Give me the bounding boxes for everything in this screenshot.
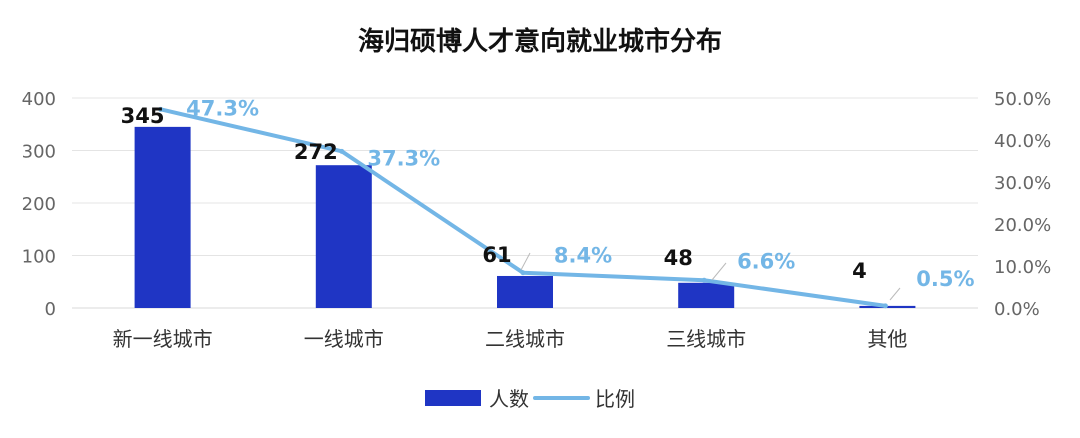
bar-value-label: 272 <box>294 140 338 164</box>
line-point <box>701 277 707 283</box>
line-point <box>520 270 526 276</box>
chart-title: 海归硕博人才意向就业城市分布 <box>358 26 722 57</box>
label-leader-line <box>711 262 727 281</box>
left-y-tick-label: 100 <box>22 247 56 268</box>
bar <box>134 126 191 308</box>
legend: 人数 比例 <box>425 387 635 411</box>
right-y-tick-label: 10.0% <box>994 257 1051 278</box>
right-y-tick-label: 40.0% <box>994 131 1051 152</box>
legend-label-line: 比例 <box>595 387 635 411</box>
line-value-label: 47.3% <box>186 96 259 120</box>
line-value-label: 6.6% <box>737 249 795 273</box>
bar-value-label: 345 <box>121 104 165 128</box>
legend-swatch-bar <box>425 390 481 406</box>
x-tick-label: 新一线城市 <box>113 327 213 351</box>
left-y-tick-label: 200 <box>22 194 56 215</box>
left-y-axis: 0 100 200 300 400 <box>22 89 56 320</box>
line-point <box>339 148 345 154</box>
line-value-label: 8.4% <box>554 244 612 268</box>
left-y-tick-label: 300 <box>22 142 56 163</box>
right-y-tick-label: 0.0% <box>994 299 1040 320</box>
x-tick-label: 三线城市 <box>666 327 746 351</box>
right-y-tick-label: 50.0% <box>994 89 1051 110</box>
line-value-label: 0.5% <box>916 267 974 291</box>
bar <box>315 165 372 308</box>
legend-label-bar: 人数 <box>489 387 529 411</box>
bar-value-label: 48 <box>664 246 693 270</box>
right-y-axis: 0.0% 10.0% 20.0% 30.0% 40.0% 50.0% <box>994 89 1051 320</box>
line-series <box>158 106 888 309</box>
x-tick-label: 二线城市 <box>485 327 565 351</box>
bar <box>678 282 735 308</box>
label-leader-line <box>520 252 531 271</box>
right-y-tick-label: 30.0% <box>994 173 1051 194</box>
bar-value-label: 4 <box>852 259 867 283</box>
gridlines <box>72 97 978 309</box>
x-tick-label: 一线城市 <box>304 327 384 351</box>
x-axis: 新一线城市 一线城市 二线城市 三线城市 其他 <box>113 327 908 351</box>
bar <box>497 275 553 308</box>
label-leader-line <box>889 287 901 301</box>
data-labels: 345 272 61 48 4 47.3% 37.3% 8.4% 6.6% 0.5% <box>121 96 975 301</box>
left-y-tick-label: 0 <box>45 299 56 320</box>
bar-value-label: 61 <box>482 243 511 267</box>
line-point <box>158 106 164 112</box>
x-tick-label: 其他 <box>867 327 907 351</box>
line-value-label: 37.3% <box>367 146 440 170</box>
left-y-tick-label: 400 <box>22 89 56 110</box>
line-point <box>882 303 888 309</box>
right-y-tick-label: 20.0% <box>994 215 1051 236</box>
bar-series <box>134 126 916 308</box>
